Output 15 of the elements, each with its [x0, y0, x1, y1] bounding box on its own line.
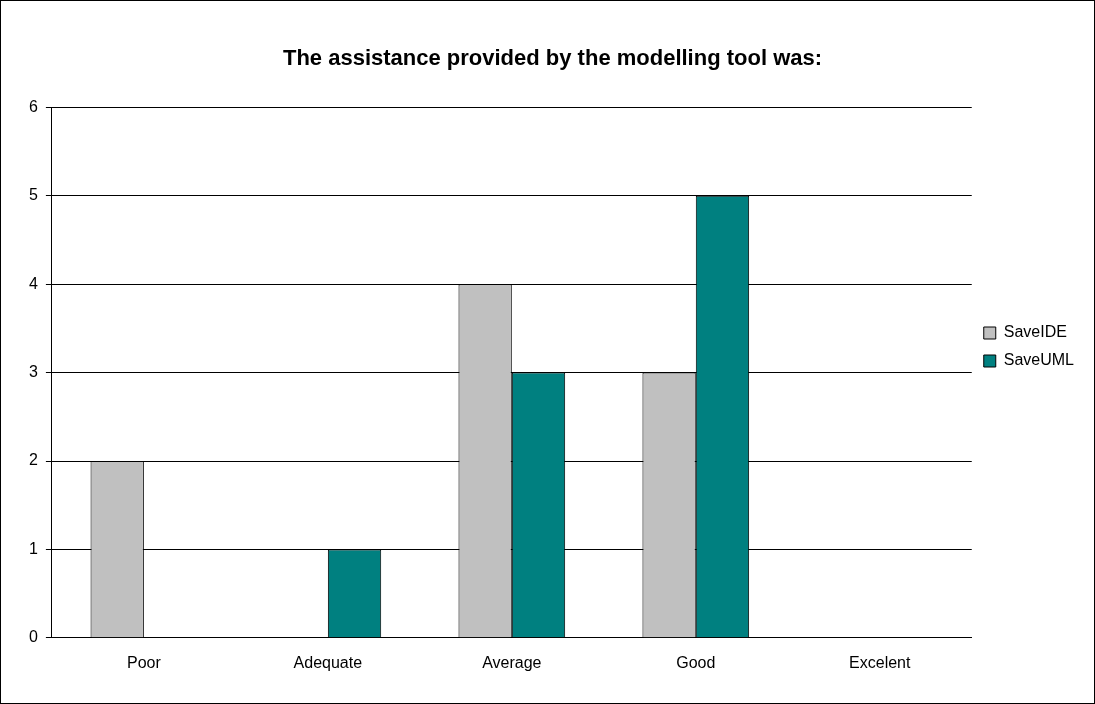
x-tick-label: Adequate: [293, 653, 363, 671]
legend-label: SaveUML: [1003, 351, 1075, 369]
y-tick-label: 1: [28, 539, 38, 557]
chart-title: The assistance provided by the modelling tool was:: [282, 45, 823, 71]
y-tick-label: 6: [28, 97, 38, 115]
legend-label: SaveIDE: [1003, 323, 1067, 341]
y-tick-label: 2: [28, 451, 38, 469]
y-tick-label: 5: [28, 186, 38, 204]
y-tick-label: 0: [28, 628, 38, 646]
x-tick-label: Poor: [126, 653, 162, 671]
x-tick-label: Average: [482, 653, 542, 671]
y-tick-label: 4: [28, 274, 38, 292]
x-tick-label: Good: [676, 653, 716, 671]
x-tick-label: Excelent: [849, 653, 911, 671]
y-tick-label: 3: [28, 363, 38, 381]
